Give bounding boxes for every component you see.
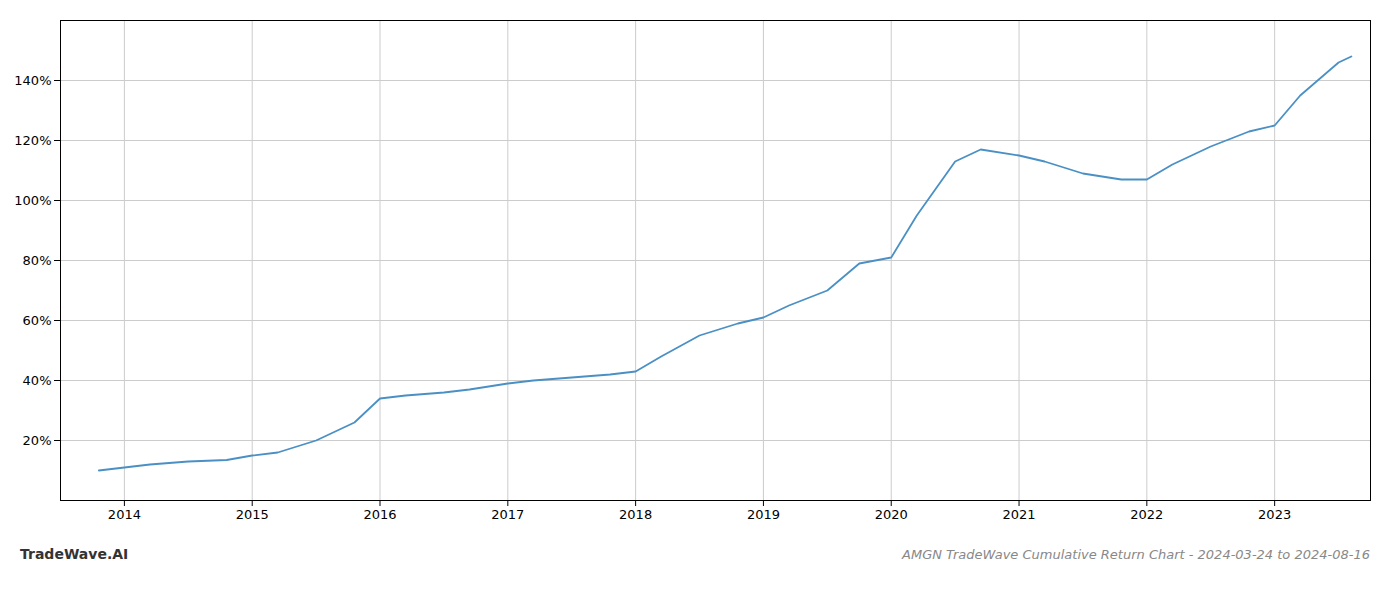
svg-text:80%: 80% xyxy=(23,253,52,268)
svg-text:2017: 2017 xyxy=(491,507,524,522)
svg-text:40%: 40% xyxy=(23,373,52,388)
svg-text:2016: 2016 xyxy=(363,507,396,522)
svg-text:120%: 120% xyxy=(14,133,51,148)
svg-text:2022: 2022 xyxy=(1130,507,1163,522)
html-text:AMGN TradeWave Cumulative Retu: AMGN TradeWave Cumulative Return Chart -… xyxy=(902,547,1370,562)
svg-text:2018: 2018 xyxy=(619,507,652,522)
svg-text:2023: 2023 xyxy=(1258,507,1291,522)
svg-text:2020: 2020 xyxy=(875,507,908,522)
svg-text:2014: 2014 xyxy=(108,507,141,522)
svg-text:60%: 60% xyxy=(23,313,52,328)
svg-text:2015: 2015 xyxy=(236,507,269,522)
svg-text:140%: 140% xyxy=(14,73,51,88)
svg-text:20%: 20% xyxy=(23,433,52,448)
svg-text:2021: 2021 xyxy=(1002,507,1035,522)
html-text:TradeWave.AI: TradeWave.AI xyxy=(20,546,129,562)
svg-text:2019: 2019 xyxy=(747,507,780,522)
svg-text:100%: 100% xyxy=(14,193,51,208)
